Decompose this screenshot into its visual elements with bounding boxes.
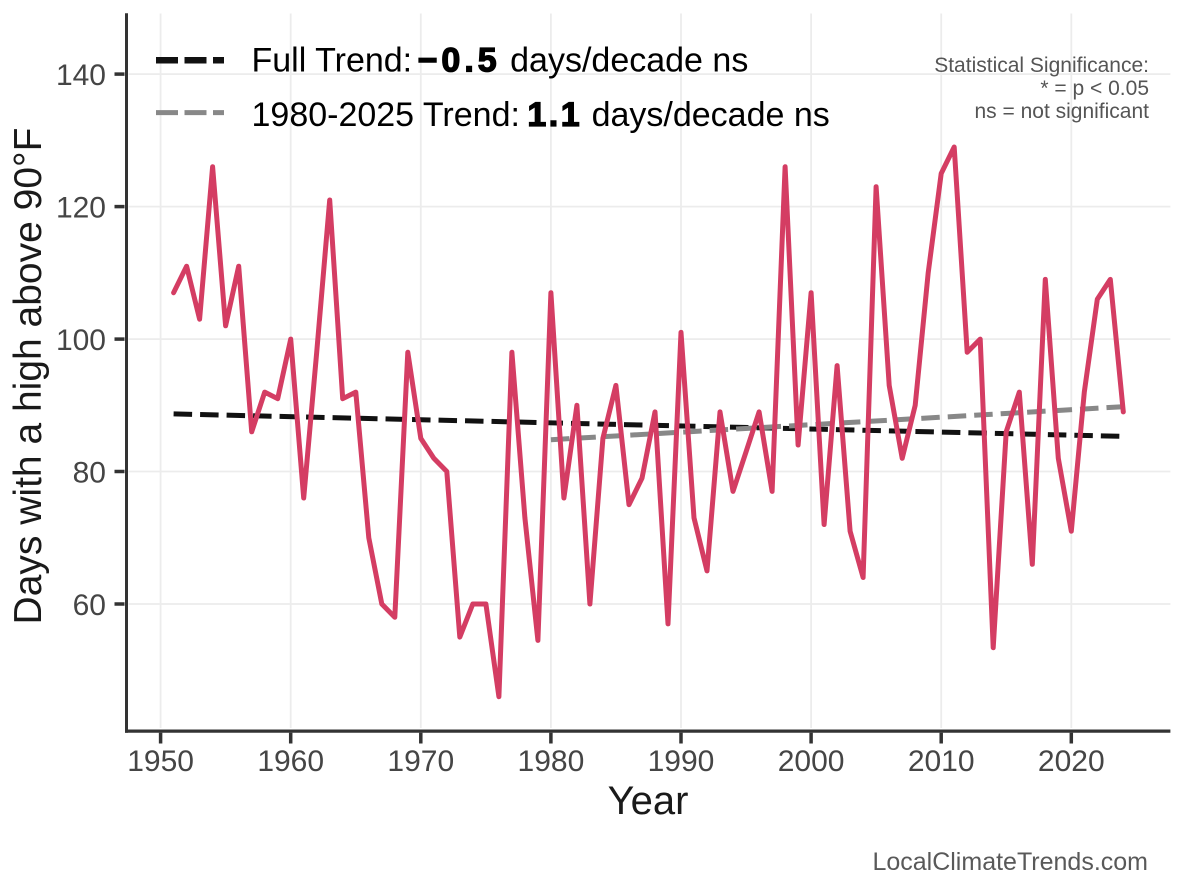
svg-text:1990: 1990	[648, 745, 715, 778]
svg-text:100: 100	[56, 324, 106, 357]
svg-text:2000: 2000	[778, 745, 845, 778]
svg-text:Days with a high above 90°F: Days with a high above 90°F	[7, 128, 50, 625]
svg-text:2010: 2010	[908, 745, 975, 778]
svg-text:140: 140	[56, 59, 106, 92]
svg-text:Statistical Significance:: Statistical Significance:	[934, 54, 1149, 77]
svg-text:Full Trend: −0.5 days/decade n: Full Trend: −0.5 days/decade ns	[252, 41, 749, 79]
svg-text:LocalClimateTrends.com: LocalClimateTrends.com	[872, 848, 1148, 876]
svg-text:60: 60	[73, 589, 106, 622]
svg-text:Year: Year	[608, 779, 689, 823]
svg-text:* = p < 0.05: * = p < 0.05	[1040, 77, 1149, 100]
svg-text:1960: 1960	[257, 745, 324, 778]
svg-text:1980: 1980	[518, 745, 585, 778]
svg-text:2020: 2020	[1038, 745, 1105, 778]
svg-text:80: 80	[73, 456, 106, 489]
svg-text:ns = not significant: ns = not significant	[974, 100, 1149, 123]
svg-text:1980-2025 Trend: 1.1 days/deca: 1980-2025 Trend: 1.1 days/decade ns	[252, 96, 830, 134]
svg-text:1970: 1970	[387, 745, 454, 778]
svg-text:1950: 1950	[127, 745, 194, 778]
svg-text:120: 120	[56, 192, 106, 225]
